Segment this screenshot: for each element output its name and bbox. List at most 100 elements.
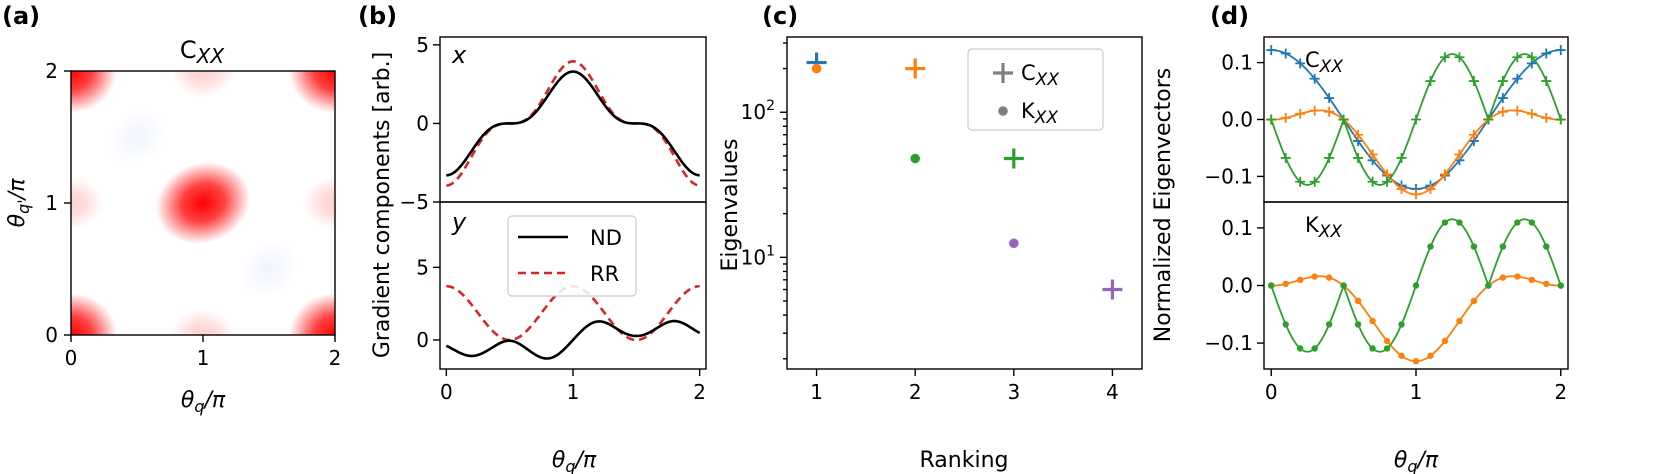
legend-dot-marker [998, 106, 1008, 116]
series-line-rr [446, 60, 700, 187]
eigenvector-marker [1543, 243, 1550, 250]
eigenvector-marker [1485, 282, 1492, 289]
eigenvector-marker [1280, 112, 1291, 123]
eigenvector-marker [1295, 108, 1306, 119]
eigenvector-marker [1367, 149, 1378, 160]
eigenvector-marker [1369, 317, 1376, 325]
panel-a-title: CXX [180, 36, 225, 68]
eigenvector-marker [1325, 321, 1333, 328]
heatmap-hotspot [71, 71, 117, 113]
eigenvector-marker [1427, 352, 1434, 359]
heatmap-hotspot [71, 293, 117, 335]
eigenvector-marker [1512, 52, 1523, 63]
x-tick-label: 0 [65, 346, 78, 370]
panel-b-xlabel: θq/π [552, 448, 597, 474]
y-tick-exponent: 2 [766, 98, 775, 114]
eigenvector-marker [1367, 176, 1378, 187]
panel-b-ylabel: Gradient components [arb.] [370, 52, 395, 358]
subplot-series [446, 60, 700, 187]
panel-a-letter: (a) [2, 2, 40, 30]
legend-nd-label: ND [590, 226, 622, 250]
x-tick-label: 1 [810, 380, 823, 404]
panel-c-xlabel: Ranking [920, 448, 1009, 473]
eigenvector-marker [1354, 321, 1362, 328]
subplot-x-label: x [451, 41, 467, 69]
panel-d-ylabel: Normalized Eigenvectors [1151, 68, 1176, 342]
heatmap-hotspot [171, 309, 235, 335]
eigenvector-marker [1382, 176, 1393, 187]
panel-a-ylabel: θq'/π [5, 178, 33, 227]
marker-cxx [905, 58, 926, 79]
y-tick-label: 5 [416, 255, 429, 279]
panel-d-plots: 0.1 0.0 −0.1 0.1 0.0 −0.1 0 1 2 [1204, 36, 1569, 404]
eigenvector-marker [1439, 52, 1450, 63]
eigenvector-marker [1398, 321, 1405, 328]
eigenvector-marker [1555, 45, 1566, 56]
eigenvector-marker [1541, 48, 1552, 59]
x-tick-label: 2 [693, 380, 706, 404]
panel-c-letter: (c) [762, 2, 798, 30]
y-tick-label: 1 [45, 191, 58, 215]
eigenvector-marker [1468, 76, 1479, 87]
y-tick-label: 0 [45, 323, 58, 347]
x-tick-label: 3 [1007, 380, 1020, 404]
eigenvector-marker [1425, 76, 1436, 87]
eigenvector-marker [1514, 273, 1521, 280]
eigenvector-marker [1541, 76, 1552, 87]
eigenvector-marker [1266, 45, 1277, 56]
y-tick-base: 10 [741, 245, 766, 269]
eigenvector-marker [1353, 129, 1364, 140]
eigenvector-marker [1268, 282, 1275, 289]
eigenvector-marker [1470, 297, 1478, 305]
eigenvector-marker [1396, 152, 1407, 163]
eigenvector-marker [1499, 274, 1507, 281]
y-tick-label: 0.1 [1221, 51, 1253, 75]
eigenvector-marker [1528, 276, 1536, 284]
eigenvector-marker [1296, 345, 1304, 352]
x-tick-label: 0 [1265, 380, 1278, 404]
eigenvector-marker [1412, 358, 1420, 365]
subplot-series [1266, 45, 1566, 200]
legend-markers [993, 63, 1013, 116]
eigenvector-marker [1541, 112, 1552, 123]
marker-cxx [1102, 279, 1123, 300]
panel-d: (d) 0.1 0.0 −0.1 0.1 0.0 −0.1 0 1 2 θq/π Normali… [1151, 2, 1569, 474]
eigenvector-marker [1497, 93, 1508, 104]
eigenvector-marker [1324, 93, 1335, 104]
y-tick-label: 101 [741, 243, 775, 269]
series-line-nd [445, 319, 701, 360]
eigenvector-marker [1557, 282, 1564, 289]
x-tick-label: 4 [1106, 380, 1119, 404]
panel-d-xlabel: θq/π [1394, 448, 1439, 474]
heatmap-hotspot [303, 177, 335, 229]
eigenvector-marker [1280, 48, 1291, 59]
eigenvector-marker [1311, 345, 1318, 352]
panel-c-plot: 1 2 3 4 101 102 [741, 36, 1143, 404]
eigenvector-marker [1456, 317, 1463, 325]
eigenvector-marker [1456, 219, 1463, 226]
eigenvector-marker [1470, 243, 1478, 250]
heatmap-hotspot [239, 240, 299, 298]
eigenvector-marker [1468, 129, 1479, 140]
eigenvector-marker [1309, 105, 1320, 116]
eigenvector-marker [1497, 106, 1508, 117]
eigenvector-marker [1528, 219, 1536, 226]
y-tick-label: 0.0 [1221, 274, 1253, 298]
eigenvector-marker [1340, 282, 1347, 289]
panel-b-letter: (b) [358, 2, 397, 30]
legend-cxx-label: CXX [1021, 61, 1059, 90]
heatmap-hotspot [71, 177, 103, 229]
heatmap-hotspot [171, 71, 235, 97]
eigenvector-marker [1369, 345, 1376, 352]
panel-a-axes: 0 1 2 0 1 2 [45, 59, 341, 370]
subplot-series [445, 284, 701, 360]
eigenvector-marker [1353, 152, 1364, 163]
y-tick-label: 102 [741, 98, 775, 124]
y-tick-label: −0.1 [1204, 164, 1253, 188]
eigenvector-marker [1354, 297, 1362, 305]
subplot-cxx-label: CXX [1305, 48, 1343, 77]
eigenvector-marker [1282, 321, 1289, 328]
y-tick-label: −5 [400, 190, 429, 214]
eigenvector-marker [1398, 352, 1405, 359]
